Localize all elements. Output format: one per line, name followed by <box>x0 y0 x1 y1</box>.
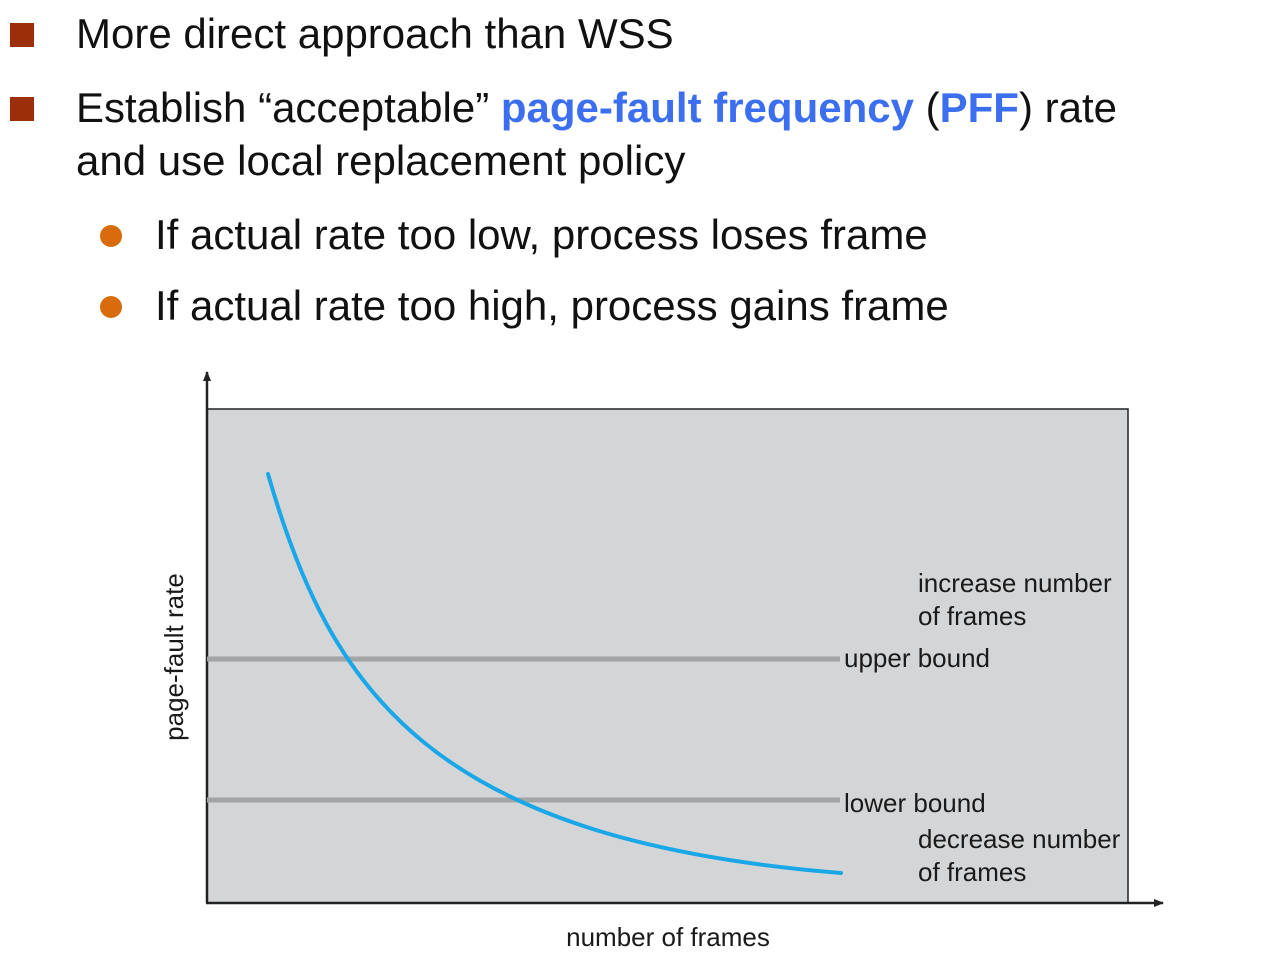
bullet-text-2: Establish “acceptable” page-fault freque… <box>76 81 1117 134</box>
decrease-label-line-2: of frames <box>918 857 1026 887</box>
lower-bound-label: lower bound <box>844 788 986 818</box>
plot-area <box>206 408 1129 904</box>
y-axis-label: page-fault rate <box>159 573 189 741</box>
sub-bullet-text-1: If actual rate too low, process loses fr… <box>155 211 928 258</box>
upper-bound-label: upper bound <box>844 643 990 673</box>
bullet-2-paren-open: ( <box>913 84 940 131</box>
increase-label-line-2: of frames <box>918 601 1026 631</box>
pff-term: page-fault frequency <box>500 84 914 131</box>
bullet-2-prefix: Establish “acceptable” <box>76 84 501 131</box>
decrease-label-line-1: decrease number <box>918 824 1121 854</box>
page-fault-curve <box>266 472 843 875</box>
round-bullet-icon <box>100 296 122 318</box>
bullet-text-2-line-2: and use local replacement policy <box>76 137 686 184</box>
round-bullet-icon <box>100 225 122 247</box>
square-bullet-icon <box>10 97 34 121</box>
square-bullet-icon <box>10 23 34 47</box>
increase-label-line-1: increase number <box>918 568 1112 598</box>
pff-abbreviation: PFF <box>939 84 1019 131</box>
bullet-2-paren-close: ) rate <box>1018 84 1117 131</box>
bullet-text-1: More direct approach than WSS <box>76 10 674 57</box>
sub-bullet-text-2: If actual rate too high, process gains f… <box>155 282 949 329</box>
x-axis-label: number of frames <box>566 922 770 952</box>
